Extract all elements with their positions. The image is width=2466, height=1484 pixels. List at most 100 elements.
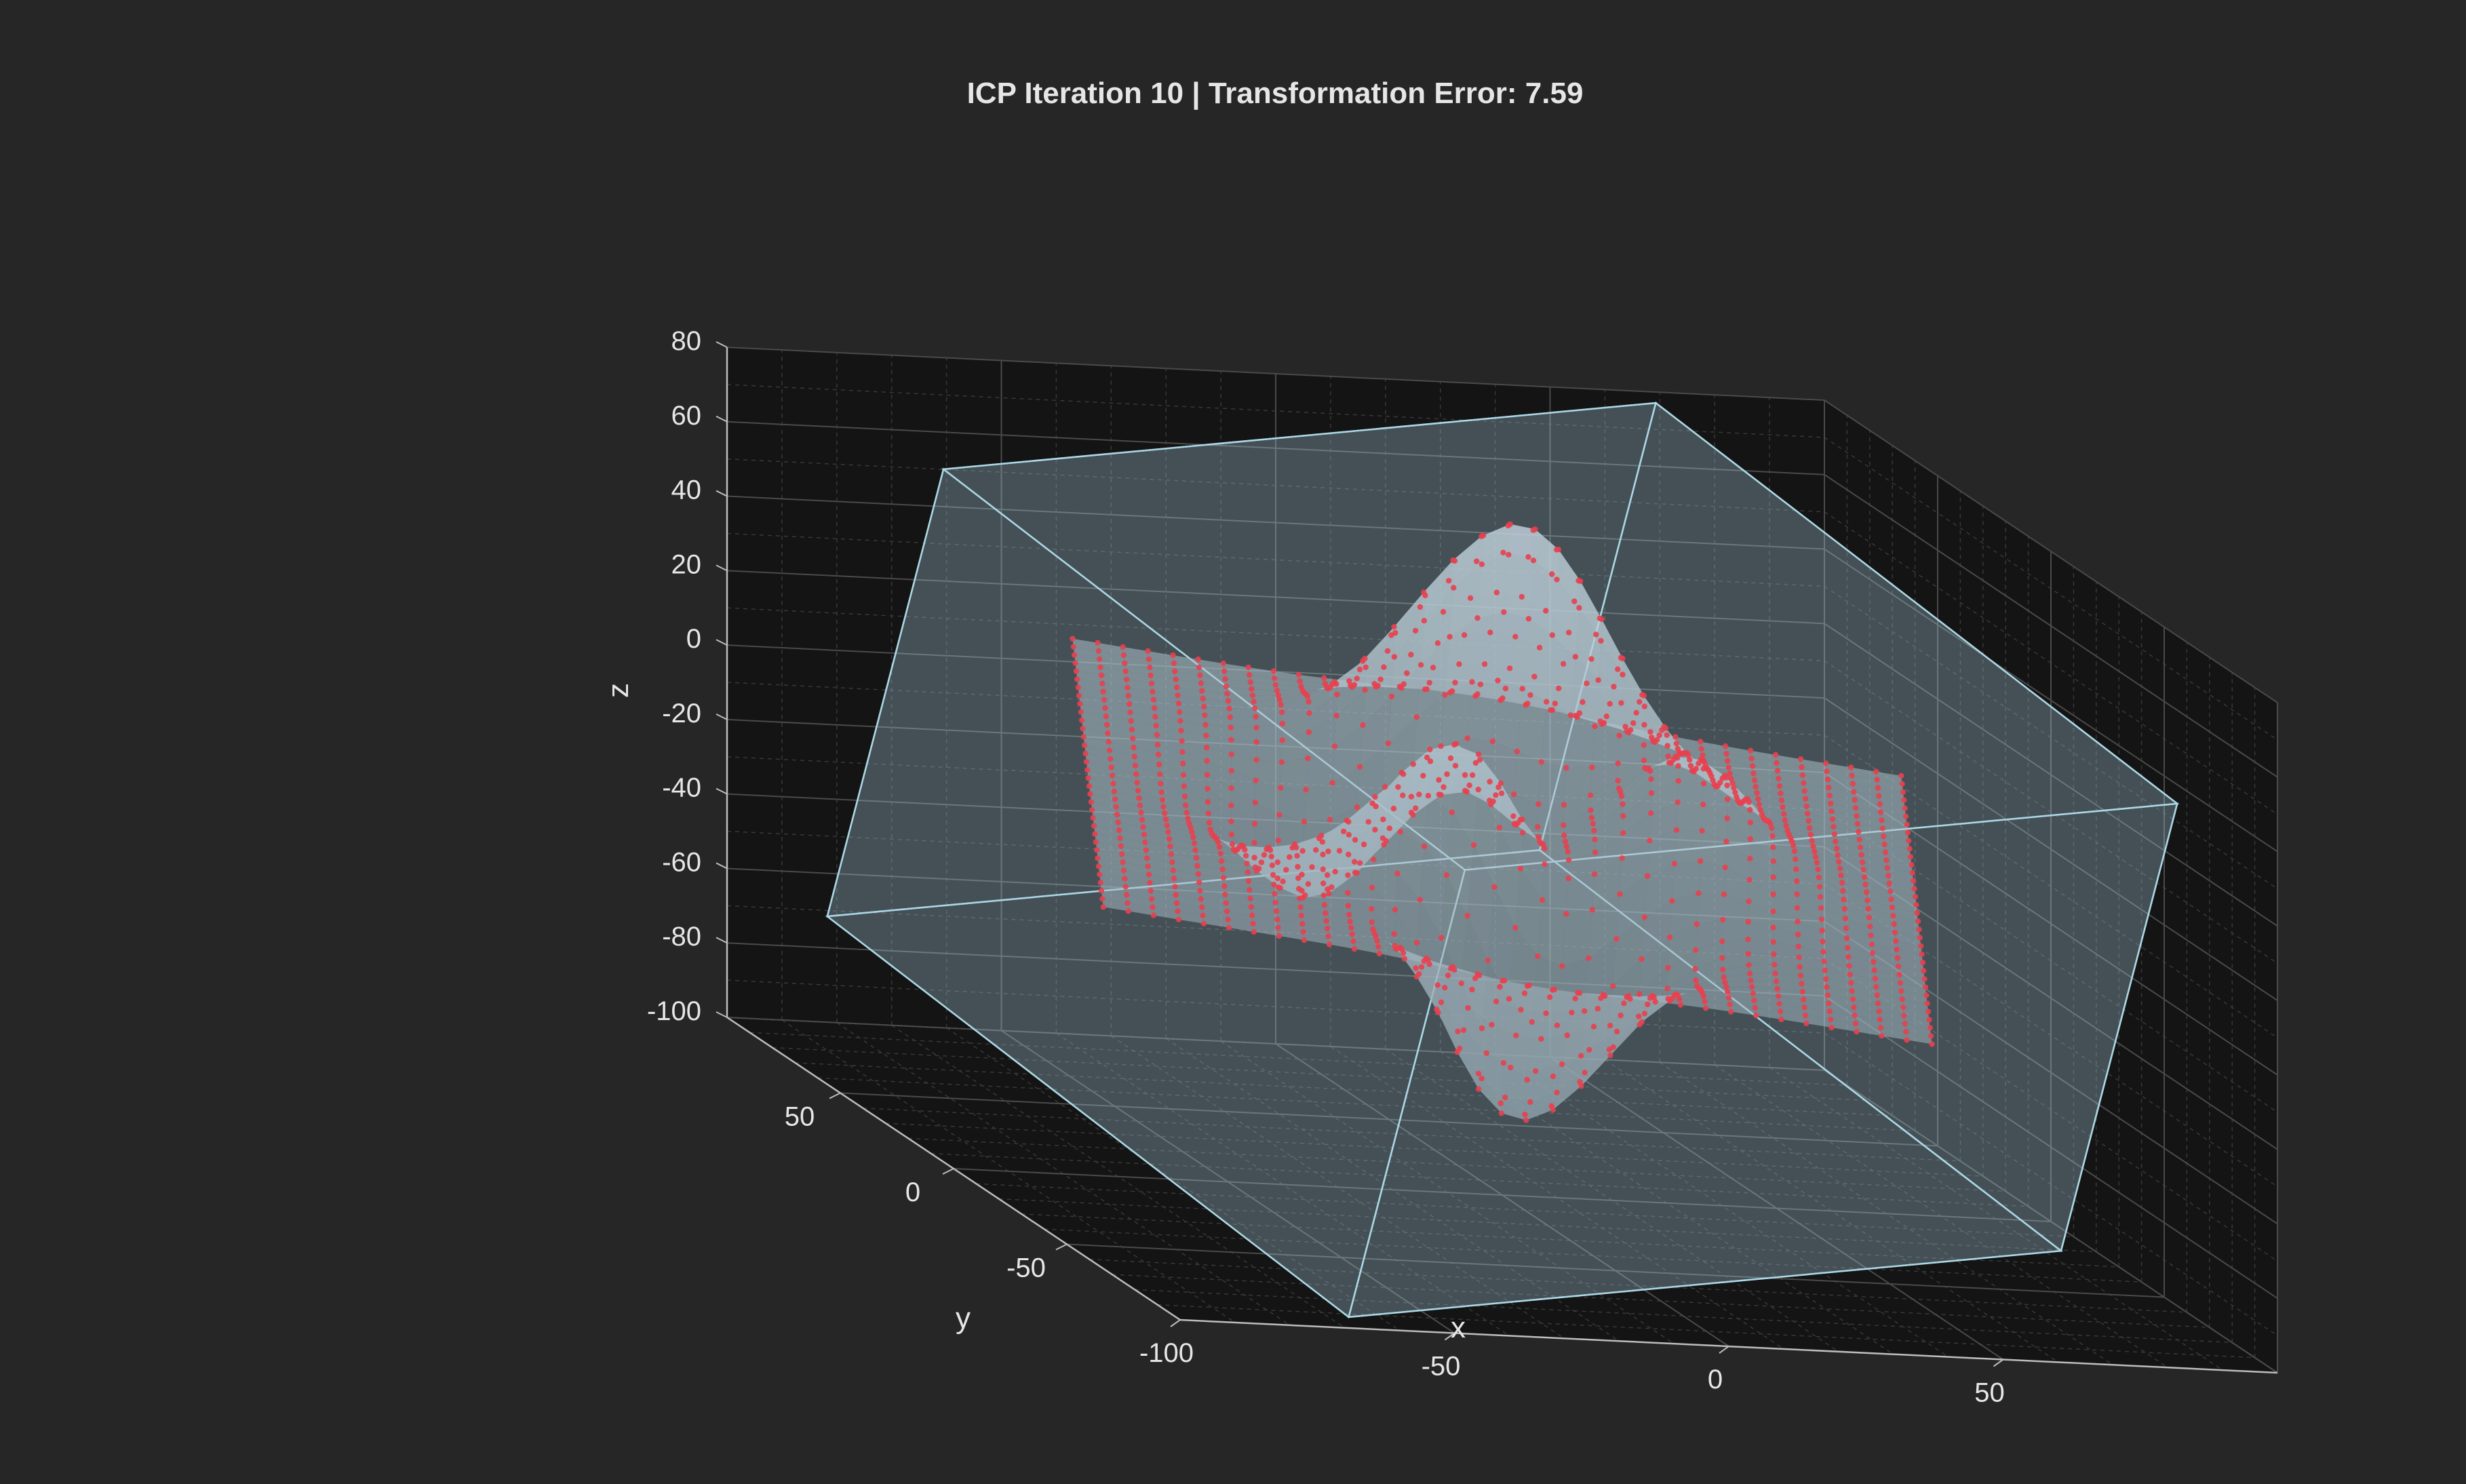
data-point [1103, 722, 1110, 728]
surface-patch [1282, 701, 1310, 724]
tick-labels: -100 -50 0 50-50050-100-80-60-40-2002040608… [647, 326, 2005, 1408]
data-point [1919, 951, 1925, 958]
data-point [1615, 777, 1621, 784]
surface-patch [1568, 852, 1596, 879]
surface-patch [1188, 818, 1213, 836]
surface-patch [1856, 1023, 1882, 1036]
data-point [1884, 865, 1891, 871]
surface-patch [1255, 780, 1281, 815]
data-point [1560, 661, 1567, 667]
data-point [1440, 608, 1447, 615]
surface-patch [1641, 901, 1672, 960]
data-point [1906, 846, 1913, 852]
surface-patch [1750, 810, 1774, 848]
data-point [1332, 868, 1338, 875]
surface-patch [1696, 919, 1723, 950]
surface-patch [1651, 781, 1679, 813]
data-point [1196, 879, 1202, 886]
surface-patch [1776, 762, 1803, 775]
surface-patch [1776, 755, 1802, 768]
data-point [1123, 676, 1130, 682]
surface-patch [1702, 804, 1727, 842]
surface-patch [1207, 788, 1232, 821]
data-point [1620, 671, 1626, 678]
surface-patch [1755, 780, 1781, 794]
surface-patch [1420, 846, 1447, 938]
data-point [1198, 680, 1205, 686]
surface-patch [1186, 813, 1212, 834]
data-point [1673, 741, 1680, 747]
surface-patch [1278, 692, 1306, 700]
surface-patch [1082, 728, 1109, 742]
surface-patch [1475, 974, 1503, 987]
surface-patch [1617, 1004, 1648, 1032]
data-point [1523, 702, 1529, 708]
surface-patch [1453, 535, 1484, 588]
data-point [1572, 996, 1578, 1002]
major-grid-line [1824, 1070, 2278, 1373]
data-point [1467, 595, 1474, 601]
data-point [1890, 912, 1896, 919]
data-point [1200, 920, 1207, 926]
surface-patch [1773, 927, 1799, 947]
surface-patch [1801, 759, 1827, 772]
data-point [1904, 821, 1910, 827]
data-point [1620, 801, 1626, 807]
surface-patch [1696, 969, 1724, 986]
data-point [1597, 615, 1603, 621]
data-point [1812, 848, 1818, 855]
data-point [1150, 697, 1157, 703]
surface-patch [1173, 655, 1199, 667]
surface-patch [1784, 820, 1811, 835]
data-point [1193, 855, 1200, 861]
data-point [1159, 797, 1166, 803]
data-point [1859, 859, 1866, 865]
data-point [1228, 785, 1234, 792]
data-point [1151, 705, 1158, 711]
data-point [1487, 779, 1493, 785]
surface-patch [1647, 829, 1677, 876]
surface-patch [1159, 764, 1184, 787]
surface-patch [1076, 671, 1103, 684]
data-point [1245, 869, 1251, 876]
data-point [1823, 976, 1829, 982]
surface-patch [1773, 877, 1797, 908]
data-point [1720, 916, 1726, 923]
surface-patch [1300, 907, 1327, 921]
data-point [1491, 884, 1498, 891]
data-point [1226, 705, 1232, 711]
data-point [1350, 938, 1356, 945]
data-point [1495, 678, 1501, 684]
data-point [1538, 759, 1544, 765]
surface-patch [1816, 862, 1842, 883]
surface-patch [1202, 699, 1230, 709]
surface-patch [1858, 832, 1885, 844]
surface-patch [1888, 876, 1915, 889]
data-point [1472, 975, 1479, 981]
data-point [1615, 666, 1621, 672]
surface-patch [1252, 695, 1280, 702]
data-point [1306, 729, 1312, 735]
data-point [1381, 664, 1387, 670]
surface-patch [1695, 958, 1723, 981]
data-point [1324, 872, 1331, 878]
surface-patch [1113, 783, 1139, 798]
surface-patch [1750, 822, 1774, 861]
data-point [1417, 604, 1424, 610]
surface-patch [1168, 832, 1194, 844]
data-point [1665, 996, 1671, 1002]
surface-patch [1887, 867, 1914, 881]
data-point [1097, 880, 1103, 886]
surface-patch [1727, 992, 1755, 1000]
surface-patch [1448, 968, 1476, 990]
data-point [1137, 802, 1143, 808]
surface-patch [1177, 687, 1203, 699]
z-tick-mark [716, 862, 728, 870]
surface-patch [1567, 1009, 1598, 1036]
data-point [1143, 847, 1150, 853]
data-point [1247, 895, 1253, 901]
surface-patch [1158, 754, 1183, 775]
major-grid-line [726, 421, 1825, 475]
data-point [1130, 735, 1136, 742]
data-point [1100, 688, 1106, 695]
